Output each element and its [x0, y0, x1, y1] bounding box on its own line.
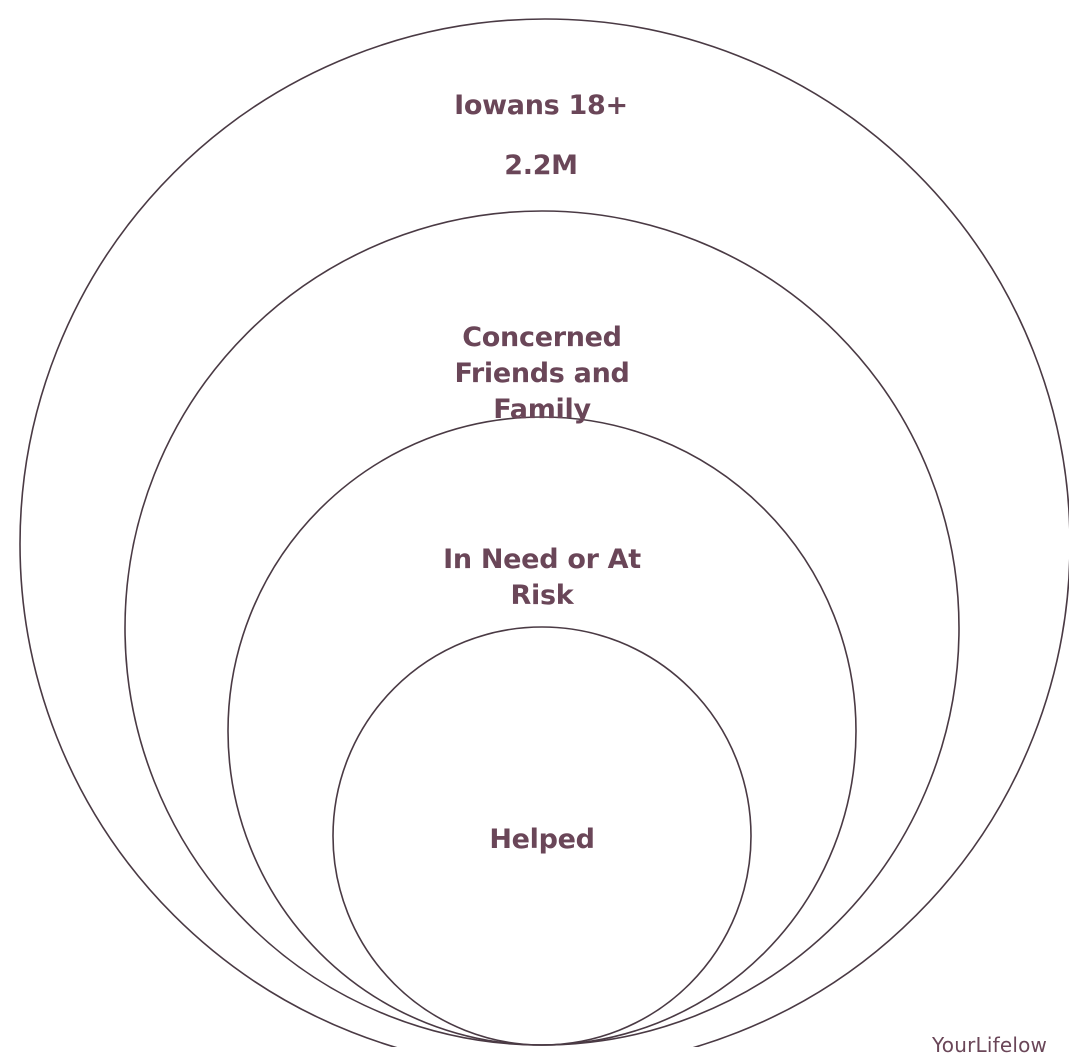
- ring-iowans-18-plus: [19, 18, 1069, 1047]
- helped-title: Helped: [489, 824, 595, 855]
- label-iowans-18-plus: Iowans 18+: [454, 88, 628, 124]
- watermark-text: YourLifelow: [932, 1033, 1048, 1057]
- iowans-18-plus-count: 2.2M: [504, 150, 578, 181]
- value-iowans-18-plus: 2.2M: [504, 148, 578, 184]
- label-in-need-or-at-risk: In Need or At Risk: [443, 506, 641, 650]
- in-need-or-at-risk-title: In Need or At Risk: [443, 544, 641, 611]
- label-helped: Helped: [489, 822, 595, 858]
- concerned-friends-and-family-title: Concerned Friends and Family: [454, 322, 630, 425]
- ring-helped: [332, 626, 752, 1046]
- label-concerned-friends-and-family: Concerned Friends and Family: [454, 284, 629, 464]
- iowans-18-plus-title: Iowans 18+: [454, 90, 628, 121]
